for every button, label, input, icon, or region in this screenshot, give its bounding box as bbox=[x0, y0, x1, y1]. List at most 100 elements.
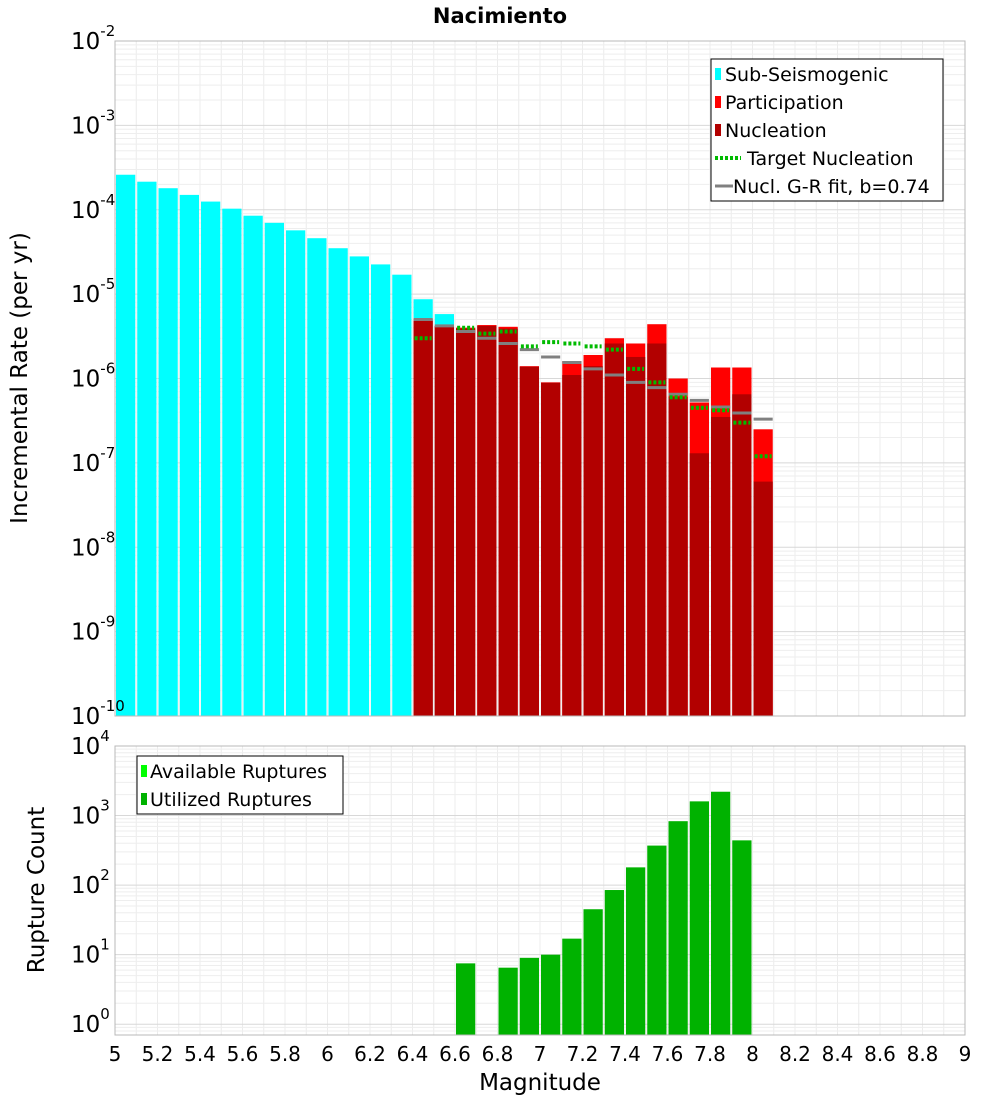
x-tick-label: 7.4 bbox=[609, 1042, 641, 1066]
top-y-tick-label: 10-4 bbox=[71, 191, 115, 224]
target-nucleation-series bbox=[414, 325, 772, 459]
top-y-tick-label: 10-10 bbox=[71, 697, 125, 730]
bottom-y-axis-label: Rupture Count bbox=[24, 807, 50, 973]
sub-seismogenic-bar bbox=[222, 208, 242, 716]
legend-box bbox=[136, 755, 344, 815]
sub-seismogenic-bar bbox=[158, 188, 178, 717]
utilized-ruptures-bar bbox=[583, 909, 603, 1035]
legend-swatch bbox=[715, 96, 721, 108]
nucleation-bar bbox=[498, 328, 518, 716]
nucleation-bar bbox=[413, 321, 433, 716]
legend-swatch bbox=[715, 124, 721, 136]
nucleation-bar bbox=[711, 416, 731, 716]
bottom-y-tick-label: 102 bbox=[71, 866, 110, 899]
x-tick-label: 7.8 bbox=[694, 1042, 726, 1066]
x-tick-label: 8 bbox=[746, 1042, 759, 1066]
legend-label: Available Ruptures bbox=[150, 761, 327, 783]
utilized-ruptures-bar bbox=[668, 821, 688, 1035]
nucleation-bar bbox=[477, 325, 497, 716]
utilized-ruptures-bar bbox=[711, 791, 731, 1035]
x-tick-label: 8.6 bbox=[864, 1042, 896, 1066]
bottom-plot-frame bbox=[114, 745, 966, 1036]
utilized-ruptures-bar bbox=[604, 890, 624, 1035]
nucleation-bar bbox=[753, 481, 773, 716]
chart-title: Nacimiento bbox=[433, 4, 567, 28]
top-y-tick-label: 10-2 bbox=[71, 22, 115, 55]
gr-fit-series bbox=[413, 318, 773, 421]
bottom-y-tick-label: 100 bbox=[71, 1005, 110, 1038]
bottom-bars bbox=[456, 791, 752, 1035]
legend-label: Participation bbox=[725, 92, 844, 114]
top-y-tick-label: 10-6 bbox=[71, 360, 115, 393]
nucleation-bar bbox=[732, 394, 752, 716]
utilized-ruptures-bar bbox=[732, 840, 752, 1035]
sub-seismogenic-bar bbox=[243, 215, 263, 717]
x-tick-label: 7 bbox=[534, 1042, 547, 1066]
utilized-ruptures-bar bbox=[541, 954, 561, 1035]
legend-box bbox=[710, 58, 944, 202]
legend-swatch bbox=[141, 765, 147, 777]
sub-seismogenic-bar bbox=[286, 230, 306, 716]
sub-seismogenic-bar bbox=[328, 248, 348, 717]
nucleation-bar bbox=[519, 366, 539, 716]
nucleation-bar bbox=[626, 356, 646, 716]
nucleation-bar bbox=[541, 382, 561, 716]
x-tick-labels: 5 5.2 5.4 5.6 5.8 6 6.2 6.4 6.6 6.8 7 7.2 7.4 7.6 7.8 8… bbox=[109, 1042, 972, 1066]
bottom-y-tick-label: 103 bbox=[71, 797, 110, 830]
x-tick-label: 5.4 bbox=[184, 1042, 216, 1066]
sub-seismogenic-bar bbox=[137, 181, 157, 716]
x-tick-label: 5.6 bbox=[227, 1042, 259, 1066]
sub-seismogenic-bar bbox=[349, 256, 369, 716]
sub-seismogenic-bar bbox=[179, 194, 199, 716]
bottom-y-tick-label: 101 bbox=[71, 936, 110, 969]
sub-seismogenic-bar bbox=[392, 274, 412, 716]
x-tick-label: 6.2 bbox=[354, 1042, 386, 1066]
top-y-tick-label: 10-5 bbox=[71, 275, 115, 308]
x-tick-label: 7.2 bbox=[567, 1042, 599, 1066]
x-tick-label: 5.8 bbox=[269, 1042, 301, 1066]
sub-seismogenic-bar bbox=[264, 222, 284, 716]
x-tick-label: 6 bbox=[321, 1042, 334, 1066]
legend-swatch bbox=[141, 793, 147, 805]
nucleation-bar bbox=[604, 343, 624, 716]
utilized-ruptures-bar bbox=[626, 867, 646, 1035]
top-y-tick-label: 10-8 bbox=[71, 528, 115, 561]
top-y-tick-label: 10-7 bbox=[71, 444, 115, 477]
bottom-plot-area: 100 101 102 103 104 5 5.2 5.4 5.6 5.8 6 6.2 6.4 6.6 6.… bbox=[71, 727, 971, 1066]
x-tick-label: 5 bbox=[109, 1042, 122, 1066]
bottom-legend: Available Ruptures Utilized Ruptures bbox=[136, 755, 344, 815]
x-tick-label: 8.8 bbox=[907, 1042, 939, 1066]
top-y-tick-label: 10-9 bbox=[71, 613, 115, 646]
sub-seismogenic-bar bbox=[201, 201, 221, 716]
legend-label: Target Nucleation bbox=[746, 148, 914, 170]
nucleation-bar bbox=[689, 453, 709, 716]
x-tick-label: 7.6 bbox=[652, 1042, 684, 1066]
x-tick-label: 6.6 bbox=[439, 1042, 471, 1066]
legend-label: Utilized Ruptures bbox=[150, 789, 312, 811]
utilized-ruptures-bar bbox=[689, 801, 709, 1035]
x-tick-label: 6.4 bbox=[397, 1042, 429, 1066]
nucleation-bar bbox=[583, 366, 603, 716]
utilized-ruptures-bar bbox=[647, 845, 667, 1035]
x-axis-label: Magnitude bbox=[479, 1070, 601, 1096]
x-tick-label: 5.2 bbox=[142, 1042, 174, 1066]
x-tick-label: 8.4 bbox=[822, 1042, 854, 1066]
x-tick-label: 6.8 bbox=[482, 1042, 514, 1066]
legend-label: Sub-Seismogenic bbox=[725, 64, 889, 86]
legend-label: Nucleation bbox=[725, 120, 827, 142]
utilized-ruptures-bar bbox=[562, 938, 582, 1035]
bottom-y-tick-label: 104 bbox=[71, 727, 110, 760]
sub-seismogenic-bar bbox=[116, 174, 136, 716]
top-legend: Sub-Seismogenic Participation Nucleation Ta… bbox=[710, 58, 944, 202]
x-tick-label: 8.2 bbox=[779, 1042, 811, 1066]
legend-swatch bbox=[715, 68, 721, 80]
utilized-ruptures-bar bbox=[498, 967, 518, 1035]
utilized-ruptures-bar bbox=[456, 963, 476, 1035]
nucleation-bar bbox=[456, 328, 476, 716]
top-y-tick-label: 10-3 bbox=[71, 106, 115, 139]
top-bars bbox=[116, 174, 773, 717]
legend-label: Nucl. G-R fit, b=0.74 bbox=[733, 176, 930, 198]
top-y-axis-label: Incremental Rate (per yr) bbox=[7, 232, 33, 524]
